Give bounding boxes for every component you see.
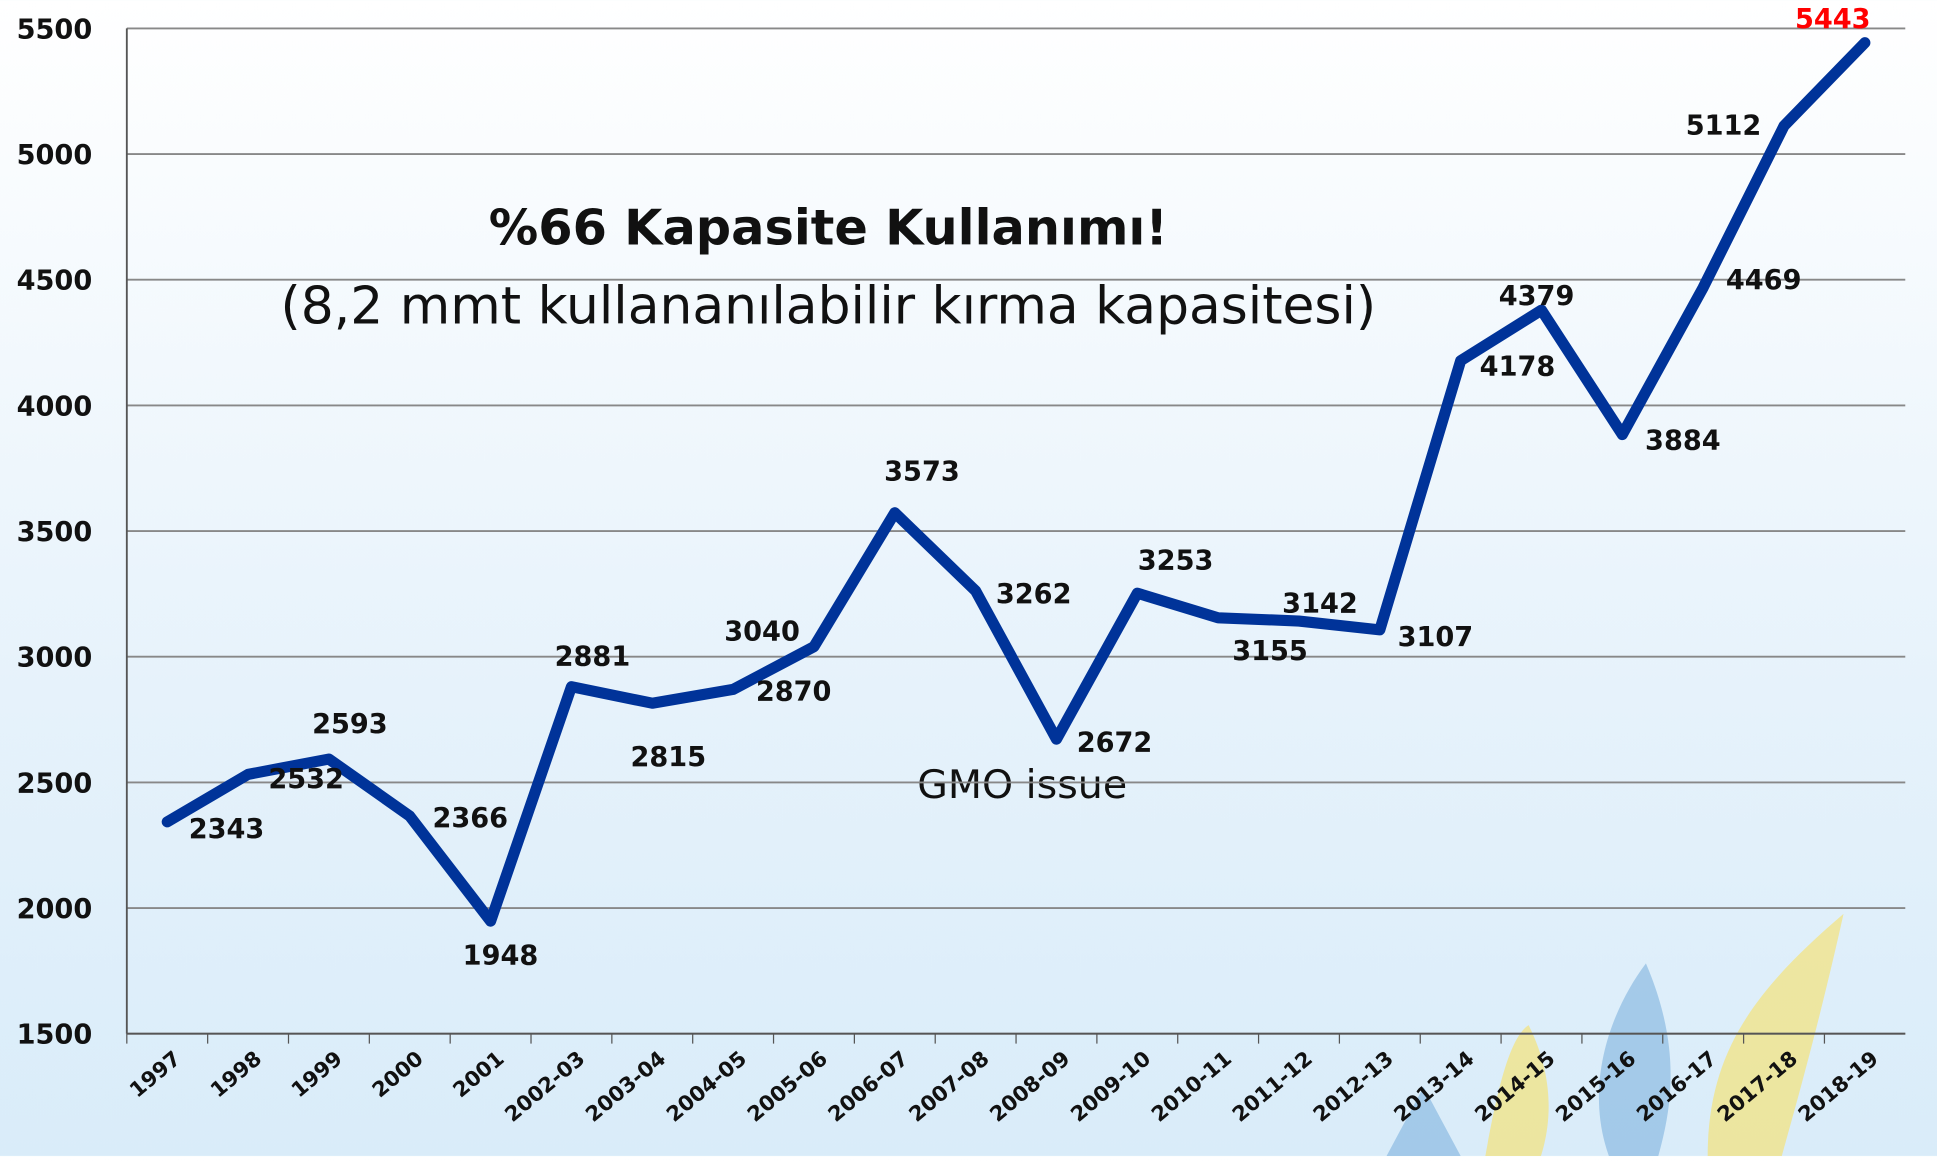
y-tick-label: 1500	[17, 1020, 93, 1051]
y-tick-label: 2000	[17, 894, 93, 925]
x-tick-label: 2001	[448, 1046, 508, 1102]
decor	[1386, 963, 1671, 1156]
x-tick-label: 2003-04	[581, 1046, 670, 1126]
data-label: 4178	[1480, 351, 1556, 382]
x-tick-label: 2006-07	[824, 1046, 913, 1126]
data-label: 2366	[432, 803, 508, 834]
chart-title: %66 Kapasite Kullanımı!	[489, 199, 1168, 257]
y-tick-label: 4500	[17, 266, 93, 297]
data-label: 2881	[555, 642, 631, 673]
data-label: 2532	[268, 764, 344, 795]
x-tick-label: 2002-03	[500, 1046, 589, 1126]
x-tick-label: 2000	[368, 1046, 428, 1102]
data-label: 2672	[1077, 728, 1153, 759]
data-label: 3884	[1645, 425, 1721, 456]
chart-subtitle: (8,2 mmt kullananılabilir kırma kapasite…	[281, 277, 1377, 337]
x-tick-label: 2012-13	[1309, 1046, 1398, 1126]
annotation: GMO issue	[917, 762, 1127, 808]
data-label: 5443	[1795, 4, 1871, 35]
x-tick-label: 2008-09	[985, 1046, 1074, 1126]
data-label: 4379	[1499, 281, 1575, 312]
x-tick-label: 2010-11	[1147, 1046, 1236, 1126]
y-tick-label: 3000	[17, 643, 93, 674]
y-tick-label: 5000	[17, 140, 93, 171]
x-tick-label: 2007-08	[904, 1046, 993, 1126]
data-label: 3262	[996, 579, 1072, 610]
data-label: 3142	[1282, 588, 1358, 619]
data-label: 3253	[1138, 546, 1214, 577]
decor	[1485, 913, 1844, 1156]
x-tick-label: 2009-10	[1066, 1046, 1155, 1126]
y-tick-label: 2500	[17, 768, 93, 799]
y-tick-label: 4000	[17, 391, 93, 422]
data-label: 3573	[884, 457, 960, 488]
data-label: 4469	[1726, 265, 1802, 296]
data-label: 2815	[631, 742, 707, 773]
data-line	[161, 37, 1871, 927]
x-tick-label: 2005-06	[743, 1046, 832, 1126]
data-label: 3155	[1232, 636, 1308, 667]
x-tick-label: 2011-12	[1228, 1046, 1317, 1126]
data-label: 2870	[756, 677, 832, 708]
data-label: 5112	[1686, 111, 1762, 142]
data-label: 2593	[312, 709, 388, 740]
data-label: 2343	[189, 814, 265, 845]
y-tick-label: 5500	[17, 14, 93, 45]
y-tick-label: 3500	[17, 517, 93, 548]
x-tick-label: 1998	[206, 1046, 266, 1102]
data-label: 3107	[1398, 622, 1474, 653]
data-label: 1948	[463, 940, 539, 971]
x-tick-label: 1997	[125, 1046, 185, 1102]
x-tick-label: 1999	[287, 1046, 347, 1102]
data-label: 3040	[724, 617, 800, 648]
x-tick-label: 2004-05	[662, 1046, 751, 1126]
